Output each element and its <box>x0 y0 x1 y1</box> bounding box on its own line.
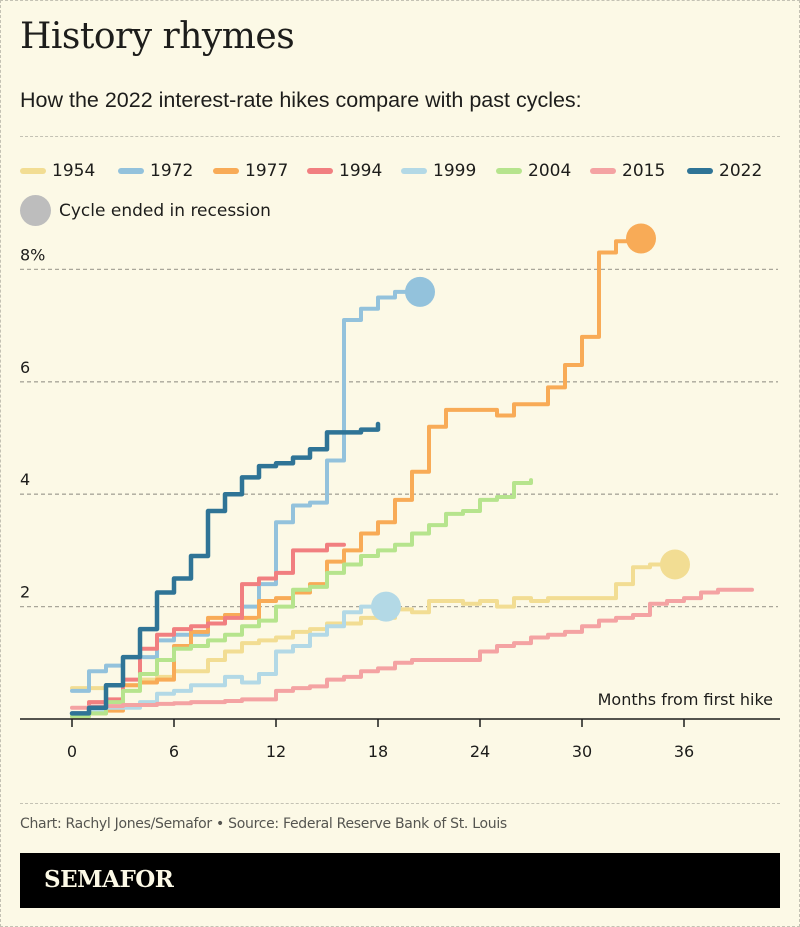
legend-swatch-icon <box>20 168 46 174</box>
y-axis-labels: 2 4 6 8% <box>20 245 45 601</box>
recession-marker-1954 <box>660 549 690 580</box>
legend-label: 1954 <box>52 161 96 181</box>
legend-label: 2004 <box>528 161 572 181</box>
recession-marker-1972 <box>405 276 435 307</box>
footer-divider <box>20 803 780 804</box>
x-tick-label: 6 <box>169 742 179 761</box>
legend-swatch-icon <box>590 168 616 174</box>
legend-label: 2022 <box>719 161 763 181</box>
y-tick-label: 8% <box>20 245 45 264</box>
semafor-logo: SEMAFOR <box>44 866 174 893</box>
y-tick-label: 4 <box>20 470 30 489</box>
chart-title: History rhymes <box>20 16 295 57</box>
y-tick-label: 6 <box>20 358 30 377</box>
series-line-1999 <box>70 604 380 716</box>
legend-item-1999: 1999 <box>401 157 476 185</box>
legend-swatch-icon <box>213 168 239 174</box>
series-line-2022 <box>69 421 381 716</box>
series-lines <box>69 223 754 719</box>
legend-swatch-icon <box>118 168 144 174</box>
recession-marker-1999 <box>371 591 401 622</box>
x-axis <box>20 718 780 727</box>
x-tick-label: 12 <box>266 742 286 761</box>
legend-label: 1972 <box>150 161 194 181</box>
legend-item-2004: 2004 <box>496 157 571 185</box>
series-line-2004 <box>70 478 533 719</box>
legend-label: 2015 <box>622 161 666 181</box>
legend-swatch-icon <box>401 168 427 174</box>
legend: 1954 1972 1977 1994 1999 2004 2015 2022 <box>20 157 790 185</box>
legend-item-2022: 2022 <box>687 157 762 185</box>
legend-item-1994: 1994 <box>307 157 382 185</box>
recession-label: Cycle ended in recession <box>59 200 271 221</box>
legend-label: 1977 <box>245 161 289 181</box>
brand-bar: SEMAFOR <box>20 853 780 908</box>
legend-label: 1994 <box>339 161 383 181</box>
source-credit: Chart: Rachyl Jones/Semafor • Source: Fe… <box>20 816 507 832</box>
header-divider <box>20 136 780 137</box>
x-axis-labels: 0 6 12 18 24 30 36 <box>67 742 694 761</box>
x-tick-label: 30 <box>572 742 592 761</box>
series-line-1977 <box>70 236 635 719</box>
legend-label: 1999 <box>433 161 477 181</box>
legend-item-1977: 1977 <box>213 157 288 185</box>
legend-item-1954: 1954 <box>20 157 95 185</box>
y-tick-label: 2 <box>20 583 30 602</box>
legend-swatch-icon <box>307 168 333 174</box>
legend-item-2015: 2015 <box>590 157 665 185</box>
recession-legend: Cycle ended in recession <box>20 195 271 226</box>
legend-swatch-icon <box>687 168 713 174</box>
x-tick-label: 36 <box>674 742 694 761</box>
x-tick-label: 0 <box>67 742 77 761</box>
x-tick-label: 18 <box>368 742 388 761</box>
legend-swatch-icon <box>496 168 522 174</box>
recession-marker-1977 <box>626 223 656 254</box>
x-axis-title: Months from first hike <box>598 690 773 709</box>
chart-subtitle: How the 2022 interest-rate hikes compare… <box>20 88 582 112</box>
series-line-2015 <box>70 587 754 710</box>
recession-dot-icon <box>20 195 51 226</box>
x-tick-label: 24 <box>470 742 490 761</box>
legend-item-1972: 1972 <box>118 157 193 185</box>
